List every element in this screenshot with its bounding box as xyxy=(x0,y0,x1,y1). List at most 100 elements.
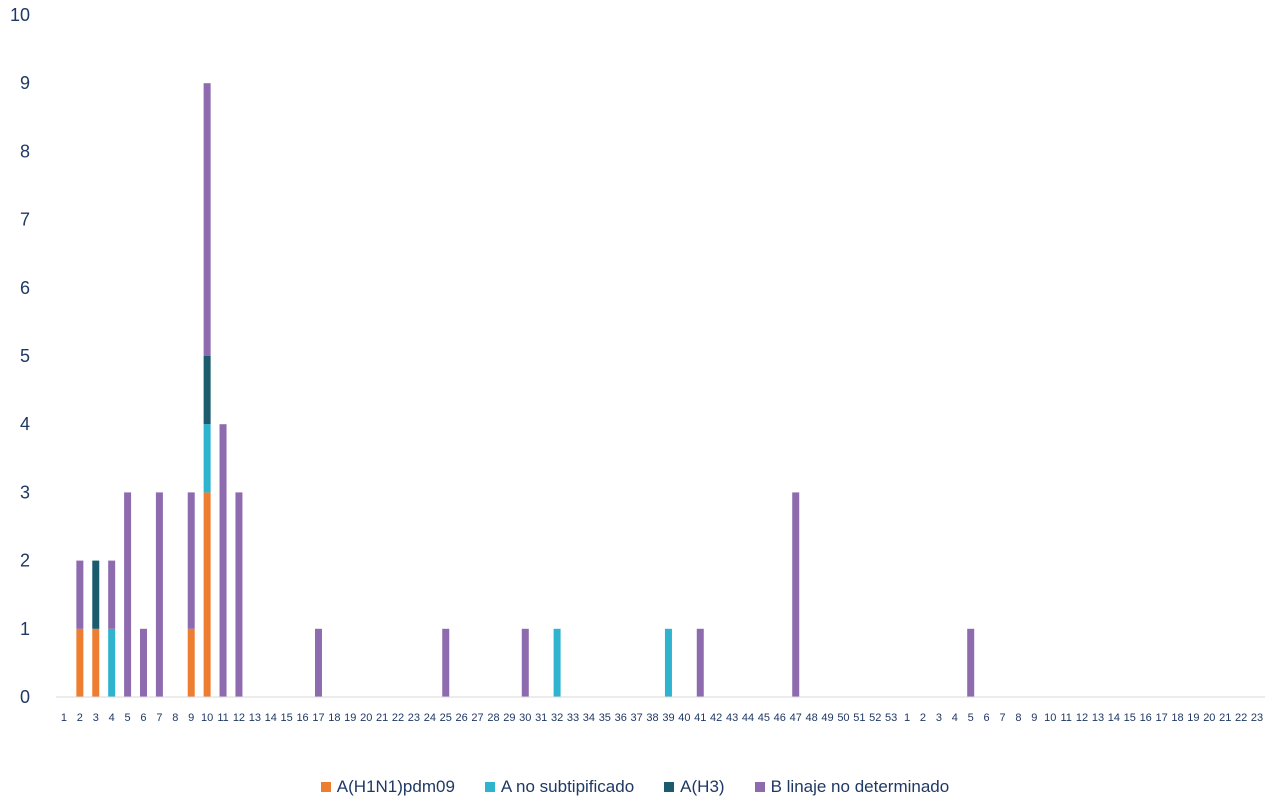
bar-segment-series-0 xyxy=(203,492,211,697)
x-tick-label: 7 xyxy=(999,712,1005,724)
bar-segment-series-3 xyxy=(696,628,704,697)
x-tick-label: 10 xyxy=(1044,712,1056,724)
legend-label: B linaje no determinado xyxy=(770,777,950,796)
x-tick-label: 50 xyxy=(837,712,849,724)
x-tick-label: 30 xyxy=(519,712,531,724)
y-tick-label: 3 xyxy=(20,482,30,502)
legend: A(H1N1)pdm09 A no subtipificado A(H3) B lin… xyxy=(0,772,1270,802)
y-tick-label: 6 xyxy=(20,278,30,298)
x-axis: 1 2 3 4 5 6 7 8 9 10 11 12 13 14 15 16 17 18 19 20 21 22 23 24 2… xyxy=(56,696,1265,724)
bar-segment-series-1 xyxy=(203,424,211,493)
x-tick-label: 46 xyxy=(774,712,786,724)
y-tick-label: 8 xyxy=(20,141,30,161)
x-tick-label: 21 xyxy=(376,712,388,724)
x-tick-label: 10 xyxy=(201,712,213,724)
x-tick-label: 2 xyxy=(77,712,83,724)
legend-swatch xyxy=(754,782,765,792)
legend-swatch xyxy=(484,782,495,792)
x-tick-label: 16 xyxy=(1140,712,1152,724)
bar-segment-series-1 xyxy=(664,628,672,697)
x-tick-label: 27 xyxy=(471,712,483,724)
y-tick-label: 5 xyxy=(20,346,30,366)
legend-item: A no subtipificado xyxy=(484,777,634,797)
x-tick-label: 8 xyxy=(1015,712,1021,724)
bar-segment-series-2 xyxy=(203,356,211,425)
x-tick-label: 12 xyxy=(233,712,245,724)
y-tick-label: 0 xyxy=(20,687,30,707)
bar-segment-series-1 xyxy=(553,628,561,697)
x-tick-label: 5 xyxy=(968,712,974,724)
x-tick-label: 6 xyxy=(984,712,990,724)
bar-segment-series-3 xyxy=(967,628,975,697)
x-tick-label: 36 xyxy=(615,712,627,724)
x-tick-label: 51 xyxy=(853,712,865,724)
x-tick-label: 47 xyxy=(790,712,802,724)
x-tick-label: 2 xyxy=(920,712,926,724)
y-axis: 0 1 2 3 4 5 6 7 8 9 10 xyxy=(10,5,30,707)
y-tick-label: 10 xyxy=(10,5,30,25)
x-tick-label: 1 xyxy=(904,712,910,724)
x-tick-label: 15 xyxy=(1124,712,1136,724)
x-tick-label: 21 xyxy=(1219,712,1231,724)
bar-segment-series-3 xyxy=(203,83,211,356)
x-tick-label: 15 xyxy=(281,712,293,724)
legend-item: B linaje no determinado xyxy=(754,777,950,797)
legend-item: A(H3) xyxy=(664,777,725,797)
x-tick-label: 29 xyxy=(503,712,515,724)
bar-segment-series-1 xyxy=(108,628,116,697)
x-tick-label: 40 xyxy=(678,712,690,724)
x-tick-label: 11 xyxy=(217,712,228,724)
x-tick-label: 22 xyxy=(1235,712,1247,724)
bar-segment-series-3 xyxy=(108,560,116,629)
x-tick-label: 44 xyxy=(742,712,754,724)
x-tick-label: 26 xyxy=(456,712,468,724)
legend-label: A(H1N1)pdm09 xyxy=(336,777,455,796)
x-tick-label: 42 xyxy=(710,712,722,724)
x-tick-label: 17 xyxy=(312,712,324,724)
x-tick-label: 24 xyxy=(424,712,436,724)
bar-segment-series-3 xyxy=(124,492,132,697)
x-tick-label: 20 xyxy=(1203,712,1215,724)
bar-segment-series-0 xyxy=(187,628,195,697)
x-tick-label: 3 xyxy=(936,712,942,724)
legend-swatch xyxy=(320,782,331,792)
x-tick-label: 34 xyxy=(583,712,595,724)
x-tick-label: 18 xyxy=(328,712,340,724)
bar-segment-series-3 xyxy=(442,628,450,697)
x-tick-label: 13 xyxy=(1092,712,1104,724)
x-tick-label: 13 xyxy=(249,712,261,724)
x-tick-label: 14 xyxy=(265,712,277,724)
x-tick-label: 43 xyxy=(726,712,738,724)
x-tick-label: 19 xyxy=(1187,712,1199,724)
legend-swatch xyxy=(664,782,675,792)
bar-segment-series-3 xyxy=(76,560,84,629)
x-tick-label: 53 xyxy=(885,712,897,724)
x-tick-label: 5 xyxy=(125,712,131,724)
bar-segment-series-3 xyxy=(792,492,800,697)
x-tick-label: 52 xyxy=(869,712,881,724)
bar-segment-series-3 xyxy=(219,424,227,697)
x-tick-label: 37 xyxy=(631,712,643,724)
x-tick-label: 6 xyxy=(140,712,146,724)
x-tick-label: 41 xyxy=(694,712,706,724)
x-tick-label: 9 xyxy=(1031,712,1037,724)
x-tick-label: 7 xyxy=(156,712,162,724)
x-tick-label: 45 xyxy=(758,712,770,724)
bar-segment-series-3 xyxy=(187,492,195,629)
x-tick-label: 32 xyxy=(551,712,563,724)
x-tick-label: 1 xyxy=(61,712,67,724)
x-tick-label: 39 xyxy=(662,712,674,724)
y-tick-label: 4 xyxy=(20,414,30,434)
legend-label: A(H3) xyxy=(680,777,725,796)
x-tick-label: 33 xyxy=(567,712,579,724)
bar-segment-series-3 xyxy=(235,492,243,697)
legend-item: A(H1N1)pdm09 xyxy=(320,777,455,797)
bar-segment-series-3 xyxy=(314,628,322,697)
y-tick-label: 9 xyxy=(20,73,30,93)
bar-segment-series-0 xyxy=(92,628,100,697)
y-tick-label: 1 xyxy=(20,619,30,639)
plot-area xyxy=(76,83,975,697)
x-tick-label: 19 xyxy=(344,712,356,724)
x-tick-label: 11 xyxy=(1060,712,1071,724)
bar-segment-series-3 xyxy=(155,492,163,697)
